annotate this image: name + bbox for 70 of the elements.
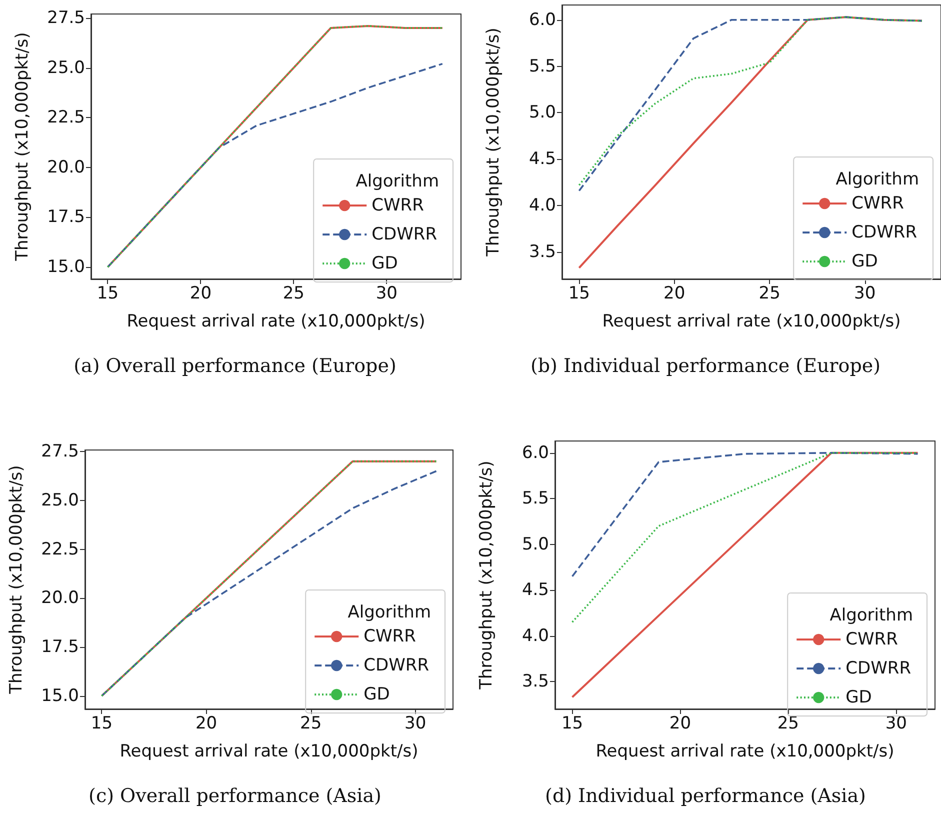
x-axis-title: Request arrival rate (x10,000pkt/s) xyxy=(126,312,426,332)
x-tick-label: 30 xyxy=(854,284,876,304)
line-series xyxy=(106,62,444,268)
line-series xyxy=(578,16,923,269)
y-tick-label: 3.5 xyxy=(522,672,549,692)
legend-label: GD xyxy=(846,688,872,708)
y-tick-label: 22.5 xyxy=(47,108,85,128)
y-tick-label: 6.0 xyxy=(528,10,556,30)
legend-label: GD xyxy=(852,252,878,272)
x-tick-label: 25 xyxy=(300,714,322,734)
y-tick-label: 4.5 xyxy=(528,149,556,170)
y-tick-label: 17.5 xyxy=(47,207,85,228)
legend-label: CDWRR xyxy=(852,222,918,242)
legend-title: Algorithm xyxy=(348,602,432,622)
y-tick-label: 27.5 xyxy=(41,442,79,462)
x-tick-label: 15 xyxy=(90,714,113,734)
legend-label: CWRR xyxy=(372,196,424,216)
y-tick-label: 20.0 xyxy=(41,588,79,608)
x-tick-label: 25 xyxy=(282,284,304,304)
text: (c) Overall performance (Asia) xyxy=(88,785,382,807)
legend-title: Algorithm xyxy=(356,172,440,192)
text: (a) Overall performance (Europe) xyxy=(72,355,398,377)
y-tick-label: 5.5 xyxy=(522,488,549,509)
y-axis-title: Throughput (x10,000pkt/s) xyxy=(12,32,32,262)
legend-label: GD xyxy=(364,684,390,704)
legend-label: CDWRR xyxy=(372,224,438,244)
x-tick-label: 15 xyxy=(568,284,590,304)
text: (d) Individual performance (Asia) xyxy=(544,785,867,807)
x-tick-label: 15 xyxy=(96,284,119,304)
y-tick-label: 3.5 xyxy=(528,242,556,262)
y-tick-label: 27.5 xyxy=(47,8,85,28)
x-tick-label: 20 xyxy=(190,284,212,304)
y-tick-label: 25.0 xyxy=(41,490,79,510)
y-tick-label: 6.0 xyxy=(522,442,549,463)
y-tick-label: 20.0 xyxy=(47,157,85,178)
y-tick-label: 5.5 xyxy=(528,56,556,76)
y-tick-label: 15.0 xyxy=(47,257,85,278)
y-tick-label: 5.0 xyxy=(528,102,556,123)
legend-title: Algorithm xyxy=(836,170,920,190)
y-tick-label: 25.0 xyxy=(47,58,85,78)
x-axis-title: Request arrival rate (x10,000pkt/s) xyxy=(602,312,901,332)
y-tick-label: 5.0 xyxy=(522,534,549,554)
legend-label: CWRR xyxy=(846,630,898,650)
x-tick-label: 20 xyxy=(664,284,686,304)
y-axis-title: Throughput (x10,000pkt/s) xyxy=(476,460,496,690)
legend-label: CWRR xyxy=(852,194,904,214)
x-tick-label: 20 xyxy=(669,714,692,734)
x-tick-label: 30 xyxy=(376,284,398,304)
y-axis-title: Throughput (x10,000pkt/s) xyxy=(6,465,26,695)
legend-title: Algorithm xyxy=(830,606,914,626)
x-tick-label: 25 xyxy=(777,714,799,734)
y-tick-label: 4.0 xyxy=(528,196,556,216)
x-tick-label: 30 xyxy=(404,714,426,734)
x-tick-label: 25 xyxy=(758,284,780,304)
y-tick-label: 17.5 xyxy=(41,637,79,658)
x-tick-label: 20 xyxy=(195,714,218,734)
y-tick-label: 15.0 xyxy=(41,686,79,706)
y-tick-label: 4.5 xyxy=(522,580,549,600)
text: (b) Individual performance (Europe) xyxy=(529,355,882,377)
x-axis-title: Request arrival rate (x10,000pkt/s) xyxy=(120,742,418,762)
y-tick-label: 4.0 xyxy=(522,626,549,646)
y-tick-label: 22.5 xyxy=(41,539,79,560)
legend-label: CDWRR xyxy=(364,656,430,676)
legend-label: GD xyxy=(372,254,398,274)
y-axis-title: Throughput (x10,000pkt/s) xyxy=(484,28,504,258)
x-axis-title: Request arrival rate (x10,000pkt/s) xyxy=(596,742,894,762)
x-tick-label: 15 xyxy=(561,714,584,734)
legend-label: CDWRR xyxy=(846,658,912,678)
line-series xyxy=(571,452,919,578)
legend-label: CWRR xyxy=(364,626,416,646)
